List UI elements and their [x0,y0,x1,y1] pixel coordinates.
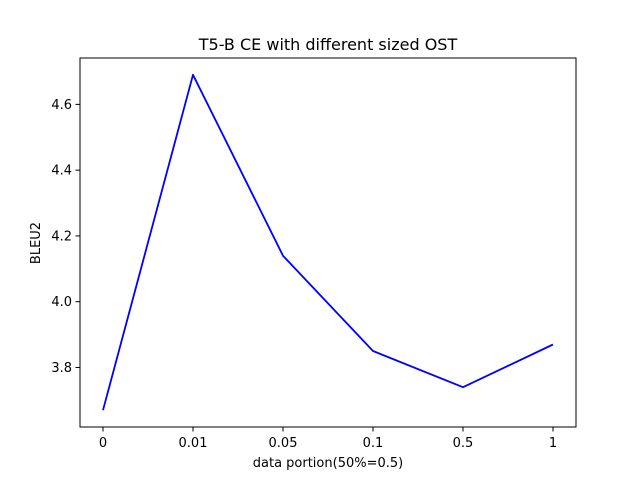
x-tick-label: 0.05 [269,436,298,451]
plot-area-frame [79,57,577,428]
y-tick-label: 4.2 [51,229,72,244]
y-tick-label: 4.6 [51,98,72,113]
x-tick-label: 0.01 [179,436,208,451]
y-tick-label: 4.0 [51,295,72,310]
x-axis-label: data portion(50%=0.5) [253,456,403,471]
chart-title: T5-B CE with different sized OST [198,35,458,54]
x-tick-label: 0.5 [453,436,474,451]
x-tick-label: 0 [99,436,107,451]
y-axis-label: BLEU2 [29,222,44,264]
y-axis-ticks: 3.8 4.0 4.2 4.4 4.6 [51,98,80,376]
y-tick-label: 4.4 [51,164,72,179]
series-line [102,73,554,411]
x-tick-label: 1 [549,436,557,451]
x-axis-ticks: 0 0.01 0.05 0.1 0.5 1 [99,427,557,451]
x-tick-label: 0.1 [363,436,384,451]
y-tick-label: 3.8 [51,361,72,376]
